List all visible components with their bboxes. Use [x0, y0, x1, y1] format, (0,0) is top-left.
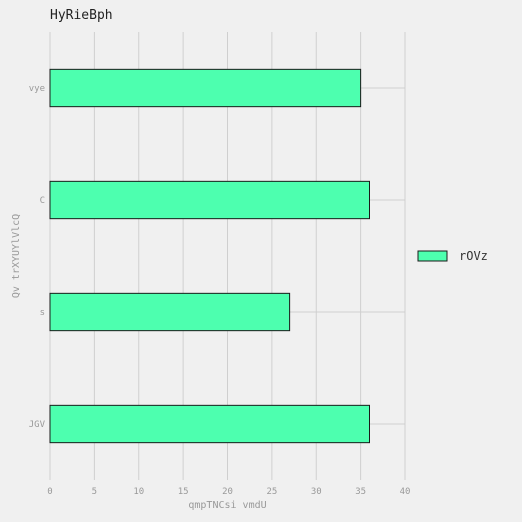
x-tick-label: 5 [92, 487, 97, 497]
legend-swatch [417, 250, 448, 262]
x-tick-label: 0 [47, 487, 52, 497]
legend: rOVz [417, 249, 488, 263]
bar [49, 404, 370, 444]
y-axis-label: Qv trXYUYlVlcQ [11, 214, 22, 298]
ticks: 0 5 10 15 20 25 30 35 40 vye Cs JGV [29, 84, 411, 497]
bar [49, 180, 370, 220]
x-tick-label: 40 [400, 487, 411, 497]
y-tick-label: vye [29, 84, 45, 94]
y-tick-label: C [40, 196, 45, 206]
bars [49, 68, 370, 444]
chart-title: HyRieBph [50, 8, 113, 23]
x-tick-label: 20 [222, 487, 233, 497]
x-tick-label: 30 [311, 487, 322, 497]
y-tick-label: JGV [29, 420, 46, 430]
legend-label: rOVz [459, 249, 488, 263]
x-tick-label: 35 [355, 487, 366, 497]
x-tick-label: 25 [266, 487, 277, 497]
bar [49, 292, 291, 332]
x-tick-label: 10 [133, 487, 144, 497]
x-axis-label: qmpTNCsi vmdU [188, 500, 266, 511]
x-tick-label: 15 [178, 487, 189, 497]
bar [49, 68, 362, 108]
y-tick-label: s [40, 308, 45, 318]
